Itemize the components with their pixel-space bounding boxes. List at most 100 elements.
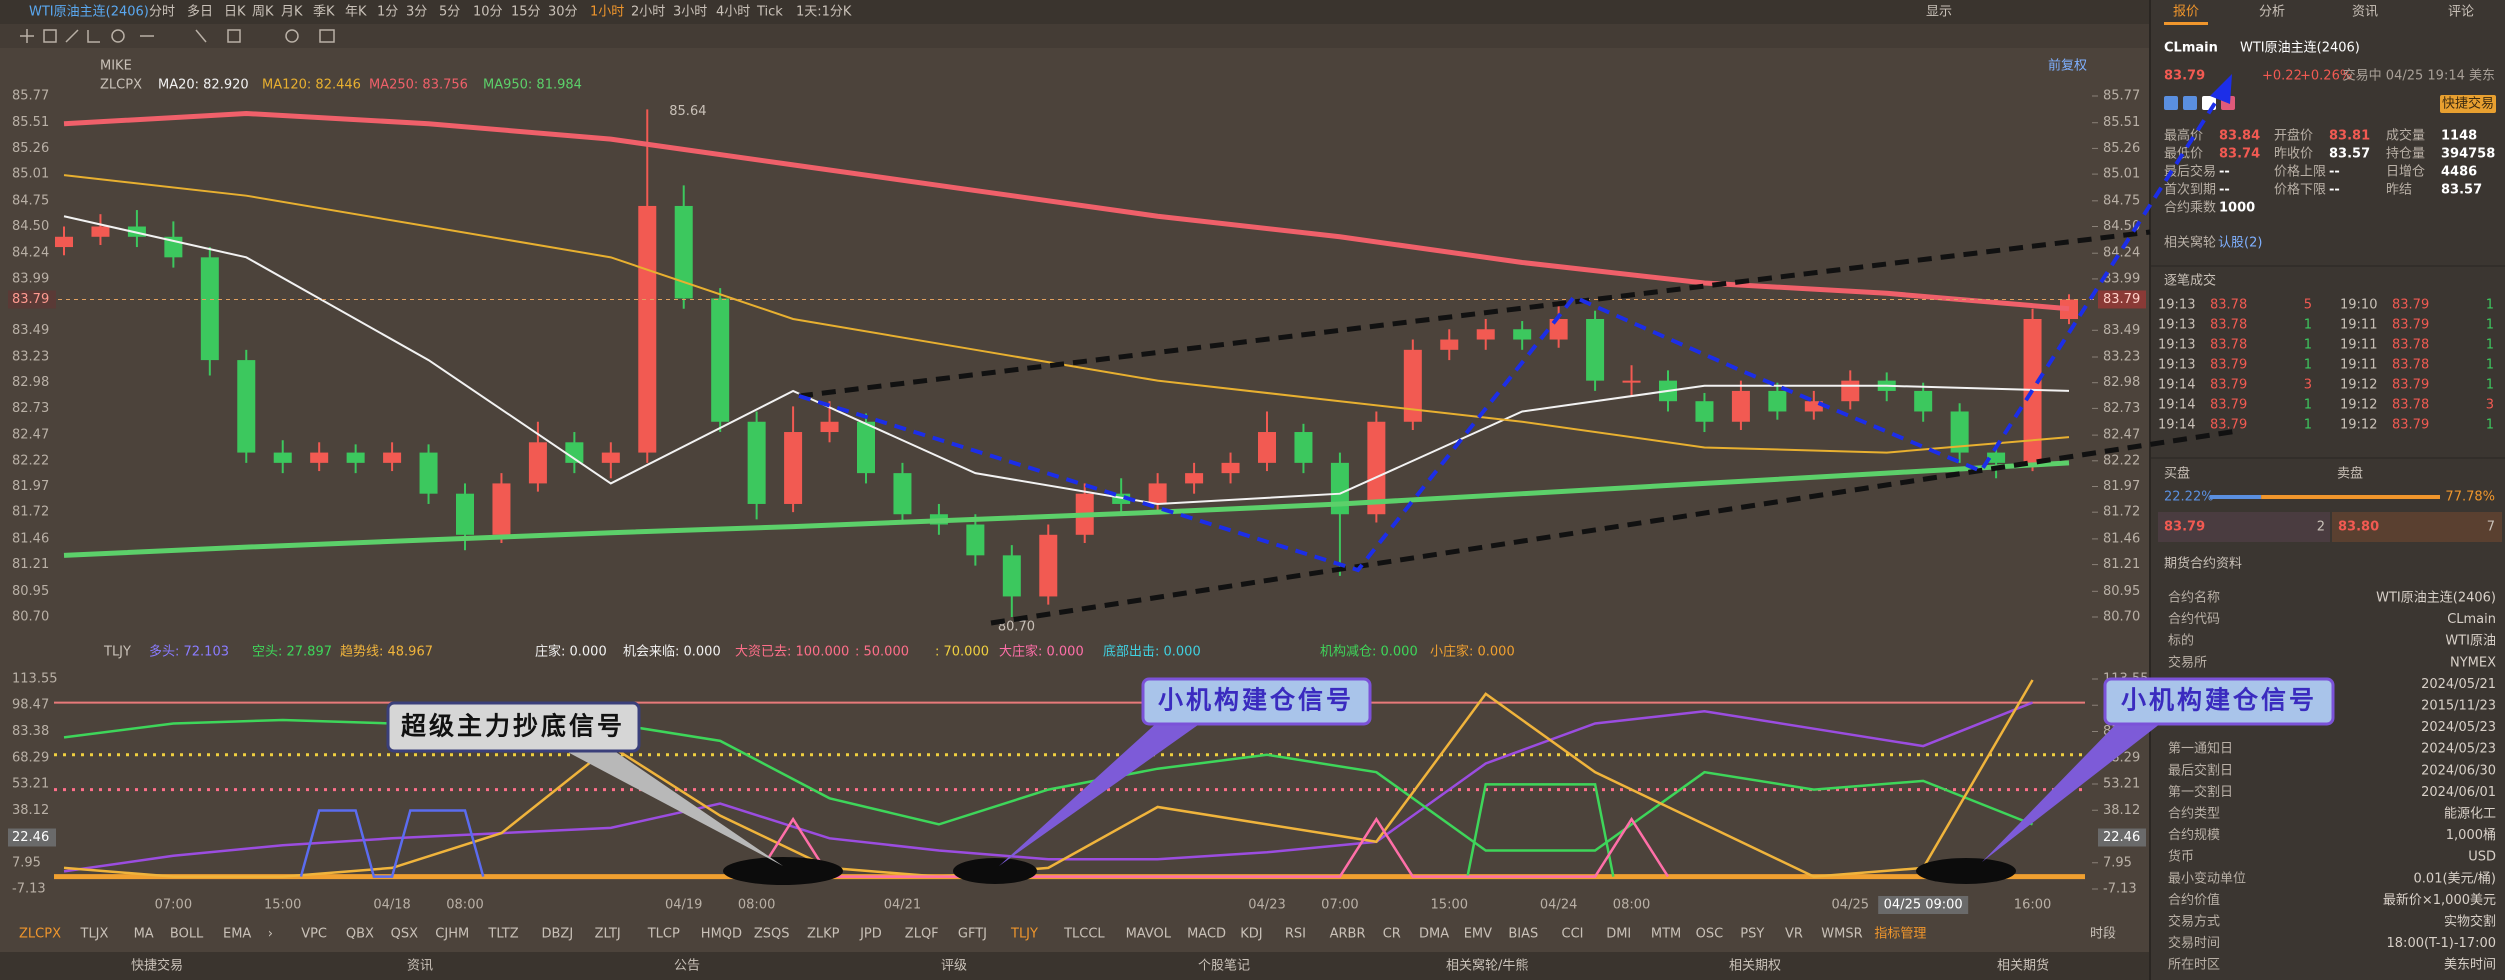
trade-qty: 5	[2304, 298, 2312, 313]
period-tab[interactable]: 30分	[548, 5, 578, 20]
indicator-tab[interactable]: DMI	[1606, 927, 1631, 942]
info-value: 最新价×1,000美元	[2383, 892, 2496, 908]
indicator-tab[interactable]: ZLCPX	[19, 927, 61, 942]
period-tab[interactable]: 分时	[149, 5, 175, 20]
period-tab[interactable]: 1分	[377, 5, 398, 20]
bottom-tab[interactable]: 相关期货	[1997, 958, 2049, 974]
template-name: MIKE	[100, 59, 132, 74]
y-tick-label: 85.77	[12, 89, 49, 104]
indicator-tab[interactable]: ›	[268, 927, 273, 942]
bottom-tab[interactable]: 快捷交易	[131, 958, 183, 974]
indicator-tab[interactable]: KDJ	[1240, 927, 1262, 942]
high-annotation: 85.64	[669, 104, 706, 119]
period-tab[interactable]: Tick	[756, 5, 783, 20]
period-tab[interactable]: 4小时	[716, 5, 750, 20]
candle-body	[55, 236, 73, 248]
indicator-tab[interactable]: ZLKP	[807, 927, 840, 942]
panel-tab[interactable]: 报价	[2173, 5, 2199, 20]
indicator-tab[interactable]: ZSQS	[754, 927, 790, 942]
indicator-tab[interactable]: DMA	[1419, 927, 1449, 942]
arrow-head	[2210, 74, 2232, 104]
indicator-tab[interactable]: ZLQF	[905, 927, 939, 942]
info-value: 实物交割	[2444, 914, 2496, 930]
period-tab[interactable]: 季K	[313, 5, 335, 20]
indicator-tab[interactable]: TLCP	[647, 927, 680, 942]
quick-trade-label[interactable]: 快捷交易	[2442, 96, 2494, 112]
indicator-tab[interactable]: EMA	[223, 927, 251, 942]
indicator-tab[interactable]: CCI	[1562, 927, 1584, 942]
quick-trade-button[interactable]	[2440, 95, 2496, 113]
indicator-tab[interactable]: WMSR	[1821, 927, 1862, 942]
stat-label: 日增仓	[2386, 165, 2425, 180]
panel-tab[interactable]: 资讯	[2352, 5, 2378, 20]
period-tab[interactable]: 日K	[224, 5, 246, 20]
period-tab[interactable]: 3小时	[673, 5, 707, 20]
indicator-tab[interactable]: RSI	[1285, 927, 1306, 942]
candle-body	[565, 442, 584, 463]
panel-tab[interactable]: 评论	[2448, 5, 2474, 20]
period-tab[interactable]: 月K	[281, 5, 303, 20]
indicator-tab[interactable]: VPC	[301, 927, 327, 942]
indicator-tab[interactable]: ZLTJ	[595, 927, 621, 942]
bottom-tab[interactable]: 资讯	[407, 959, 433, 974]
related-link[interactable]: 认股(2)	[2218, 236, 2262, 251]
indicator-tab[interactable]: BOLL	[170, 927, 204, 942]
indicator-tab[interactable]: JPD	[859, 927, 882, 942]
indicator-tab[interactable]: MA	[134, 927, 154, 942]
indicator-tab[interactable]: PSY	[1740, 927, 1764, 942]
period-tab[interactable]: 5分	[439, 5, 460, 20]
indicator-tab[interactable]: HMQD	[701, 927, 742, 942]
indicator-tab[interactable]: QBX	[346, 927, 374, 942]
indicator-tab[interactable]: BIAS	[1508, 927, 1538, 942]
bottom-tab[interactable]: 相关窝轮/牛熊	[1446, 958, 1528, 974]
indicator-tab[interactable]: TLJX	[80, 927, 109, 942]
stat-label: 开盘价	[2274, 128, 2313, 144]
indicator-tab[interactable]: MAVOL	[1126, 927, 1172, 942]
period-tab[interactable]: 10分	[473, 5, 503, 20]
period-tab[interactable]: 15分	[511, 5, 541, 20]
indicator-tab[interactable]: TLJY	[1010, 927, 1038, 942]
panel-tab[interactable]: 分析	[2259, 5, 2285, 20]
session-menu[interactable]: 时段	[2090, 927, 2116, 942]
bottom-tab[interactable]: 个股笔记	[1198, 958, 1250, 974]
stat-label: 价格下限	[2274, 182, 2326, 198]
adjust-mode[interactable]: 前复权	[2048, 58, 2087, 74]
period-tab[interactable]: 1小时	[590, 5, 624, 20]
indicator-tab[interactable]: GFTJ	[958, 927, 987, 942]
trade-time: 19:11	[2340, 318, 2377, 333]
y-tick-label: 84.50	[12, 219, 49, 234]
indicator-tab[interactable]: CR	[1383, 927, 1401, 942]
indicator-tab[interactable]: MTM	[1651, 927, 1681, 942]
indicator-tab[interactable]: EMV	[1464, 927, 1492, 942]
stat-value: --	[2329, 183, 2340, 198]
period-tab[interactable]: 周K	[252, 5, 274, 20]
bottom-tab[interactable]: 评级	[941, 959, 967, 974]
period-tab[interactable]: 3分	[406, 5, 427, 20]
indicator-tab[interactable]: 指标管理	[1874, 927, 1926, 942]
candle-body	[674, 205, 693, 299]
bottom-tab[interactable]: 公告	[674, 959, 700, 974]
indicator-tab[interactable]: ARBR	[1330, 927, 1366, 942]
period-tab[interactable]: 2小时	[631, 5, 665, 20]
indicator-tab[interactable]: VR	[1785, 927, 1803, 942]
stat-value: --	[2219, 183, 2230, 198]
display-menu[interactable]: 显示	[1926, 5, 1952, 20]
indicator-tab[interactable]: TLCCL	[1063, 927, 1105, 942]
info-value: 2024/06/01	[2421, 785, 2496, 800]
period-tab[interactable]: 多日	[187, 4, 213, 20]
trade-qty: 1	[2304, 318, 2312, 333]
y-tick-label: 68.29	[12, 750, 49, 765]
period-tab[interactable]: 年K	[345, 5, 367, 20]
indicator-tab[interactable]: DBZJ	[542, 927, 574, 942]
candle-body	[1586, 318, 1605, 381]
period-tab[interactable]: 1天:1分K	[796, 5, 852, 20]
ask-box	[2332, 512, 2502, 542]
indicator-tab[interactable]: OSC	[1696, 927, 1724, 942]
candle-body	[456, 493, 474, 535]
indicator-tab[interactable]: TLTZ	[487, 927, 518, 942]
candle-body	[1039, 534, 1058, 597]
indicator-tab[interactable]: MACD	[1187, 927, 1226, 942]
indicator-tab[interactable]: QSX	[391, 927, 418, 942]
bottom-tab[interactable]: 相关期权	[1729, 958, 1781, 974]
indicator-tab[interactable]: CJHM	[435, 927, 469, 942]
